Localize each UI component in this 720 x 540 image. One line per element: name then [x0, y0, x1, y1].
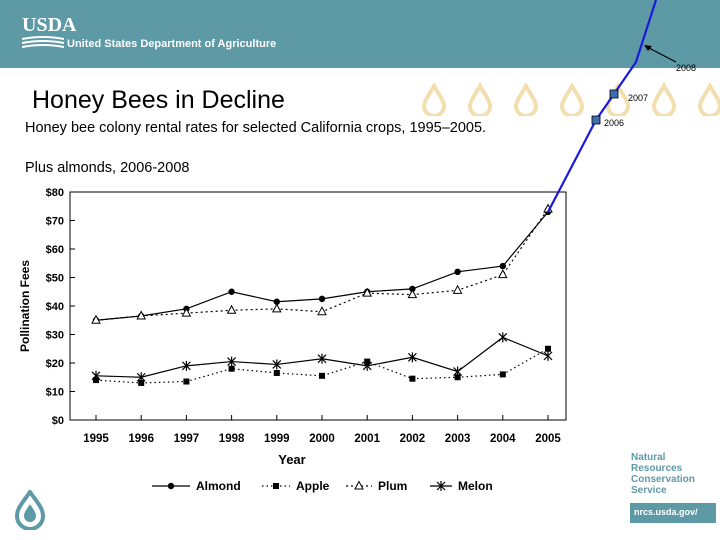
plot-frame: [69, 191, 567, 421]
apple-point: [228, 365, 235, 372]
page-title: Honey Bees in Decline: [32, 86, 285, 114]
drop-icon: [651, 82, 677, 116]
almond-legend-marker: [167, 482, 175, 490]
agency-line: Service: [631, 485, 667, 496]
plum-series-line: [95, 208, 549, 321]
plum-point: [271, 303, 282, 313]
y-tick-label: $20: [46, 358, 64, 370]
drop-icon: [467, 82, 493, 116]
almond-point: [454, 268, 461, 275]
almond-2007-label: 2007: [628, 93, 648, 103]
melon-legend-marker: [436, 481, 446, 491]
almond-point: [499, 262, 506, 270]
melon-point: [136, 372, 146, 383]
almond-2006-marker: [591, 115, 601, 125]
y-tick-label: $50: [46, 273, 64, 285]
melon-point: [453, 366, 463, 377]
melon-point: [543, 350, 553, 361]
apple-point: [138, 379, 145, 386]
nrcs-agency-name: Natural Resources Conservation Service: [631, 452, 716, 496]
x-tick-label: 1997: [174, 433, 200, 445]
y-tick-label: $10: [46, 387, 64, 399]
drop-icon: [421, 82, 447, 116]
x-tick-label: 2002: [400, 433, 426, 445]
x-tick-label: 2004: [490, 433, 516, 445]
annotation-arrow-head: [644, 45, 652, 51]
x-tick-label: 2005: [535, 433, 561, 445]
plum-legend-label: Plum: [378, 479, 407, 493]
x-tick-label: 1998: [219, 433, 245, 445]
almond-point: [409, 285, 416, 293]
melon-point: [317, 353, 327, 364]
melon-legend-label: Melon: [458, 479, 493, 493]
plum-point: [362, 287, 373, 297]
department-name: United States Department of Agriculture: [67, 38, 277, 50]
almond-2006-label: 2006: [604, 118, 624, 128]
plum-point: [91, 314, 101, 324]
agency-line: Conservation: [631, 474, 695, 485]
melon-point: [498, 332, 508, 343]
y-axis-label: Pollination Fees: [18, 260, 32, 352]
plum-point: [136, 310, 147, 320]
x-tick-label: 2003: [445, 433, 471, 445]
apple-legend-label: Apple: [296, 479, 330, 493]
apple-point: [273, 369, 280, 376]
plum-legend-marker: [354, 480, 364, 490]
plum-point: [497, 269, 508, 279]
almond-extension-line: [547, 0, 658, 213]
y-tick-label: $0: [52, 415, 64, 427]
x-tick-label: 2001: [354, 433, 380, 445]
apple-legend-marker: [273, 483, 279, 489]
x-tick-label: 2000: [309, 433, 335, 445]
y-tick-label: $80: [46, 187, 64, 199]
almond-2007-marker: [609, 89, 619, 99]
apple-point: [499, 371, 506, 378]
plum-point: [407, 289, 418, 299]
plum-point: [317, 306, 327, 316]
drop-icon: [697, 82, 720, 116]
agency-line: Natural: [631, 452, 666, 463]
melon-point: [181, 360, 191, 371]
apple-point: [319, 372, 325, 379]
almond-2008-label: 2008: [676, 63, 696, 73]
plum-point: [452, 284, 463, 294]
melon-point: [91, 370, 101, 381]
header-band: [0, 0, 720, 68]
annotation-arrow-line: [646, 46, 677, 63]
decorative-water-drops: [421, 82, 720, 116]
almond-legend-label: Almond: [196, 479, 241, 493]
apple-point: [183, 378, 190, 385]
chart-subtitle: Honey bee colony rental rates for select…: [25, 120, 487, 136]
x-axis-label: Year: [278, 452, 305, 467]
apple-point: [409, 375, 416, 382]
apple-point: [454, 374, 461, 381]
plum-point: [181, 307, 192, 317]
melon-point: [227, 356, 237, 367]
y-tick-label: $40: [46, 301, 64, 313]
usda-logo-lines: [22, 36, 64, 48]
usda-logo-text: USDA: [22, 14, 77, 36]
apple-point: [545, 345, 551, 352]
chart-subtitle-2: Plus almonds, 2006-2008: [25, 160, 190, 176]
y-tick-label: $60: [46, 244, 64, 256]
nrcs-url: nrcs.usda.gov/: [630, 503, 716, 523]
drop-icon: [559, 82, 585, 116]
almond-point: [318, 295, 326, 303]
drop-icon: [513, 82, 539, 116]
y-tick-label: $30: [46, 330, 64, 342]
almond-point: [273, 298, 280, 305]
melon-point: [407, 352, 417, 363]
y-tick-label: $70: [46, 216, 64, 228]
melon-point: [272, 359, 282, 370]
melon-point: [362, 360, 372, 371]
x-tick-label: 1999: [264, 433, 290, 445]
x-tick-label: 1995: [83, 433, 109, 445]
agency-line: Resources: [631, 463, 683, 474]
nrcs-drop-logo-icon: [14, 490, 46, 530]
almond-point: [228, 288, 235, 295]
x-tick-label: 1996: [128, 433, 154, 445]
plum-point: [226, 304, 237, 314]
almond-series-line: [95, 211, 549, 321]
